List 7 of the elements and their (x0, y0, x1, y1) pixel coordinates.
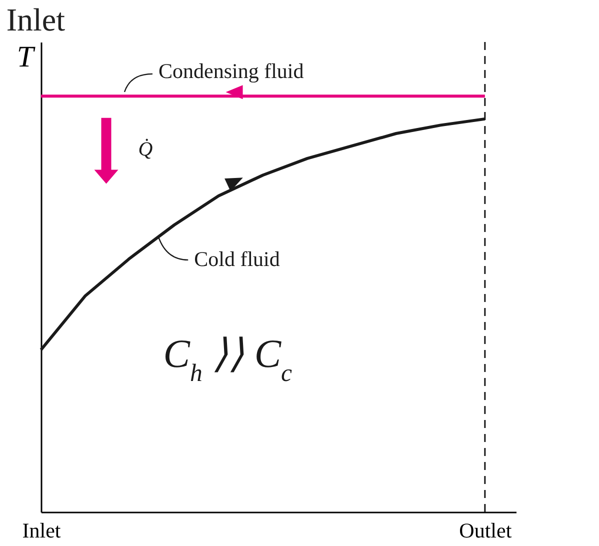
annotation: Cold fluid (194, 246, 280, 271)
annotation: Q̇ (138, 138, 154, 160)
x-tick-label: Outlet (459, 518, 512, 542)
y-axis-title: T (16, 40, 36, 74)
text: Condensing fluid (158, 58, 304, 83)
chart-title: Inlet (6, 1, 66, 38)
annotation: C$_{h}$ ⟩⟩ C$_{c}$ (163, 331, 292, 386)
